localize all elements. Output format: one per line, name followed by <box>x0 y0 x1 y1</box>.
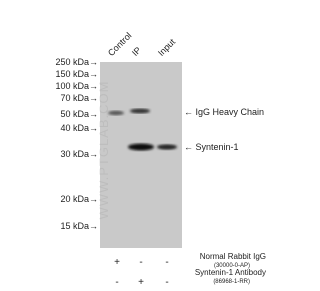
marker-label: 250 kDa→ <box>55 57 98 67</box>
membrane <box>100 62 182 248</box>
marker-label: 15 kDa→ <box>60 221 98 231</box>
sign: + <box>114 258 120 268</box>
sign: - <box>165 278 168 288</box>
marker-label: 70 kDa→ <box>60 93 98 103</box>
band <box>130 109 150 114</box>
band <box>128 144 154 151</box>
marker-label: 150 kDa→ <box>55 69 98 79</box>
sign: - <box>165 258 168 268</box>
watermark: WWW.PTGLAB.COM <box>96 81 111 220</box>
marker-label: 20 kDa→ <box>60 194 98 204</box>
annotation: ← IgG Heavy Chain <box>184 107 264 117</box>
band <box>157 144 177 149</box>
annotation: ← Syntenin-1 <box>184 142 239 152</box>
sign: - <box>115 278 118 288</box>
marker-label: 30 kDa→ <box>60 149 98 159</box>
sign: + <box>138 278 144 288</box>
sign: - <box>139 258 142 268</box>
row-catalog: (86968-1-RR) <box>213 277 250 287</box>
marker-label: 50 kDa→ <box>60 109 98 119</box>
marker-label: 100 kDa→ <box>55 81 98 91</box>
marker-label: 40 kDa→ <box>60 123 98 133</box>
